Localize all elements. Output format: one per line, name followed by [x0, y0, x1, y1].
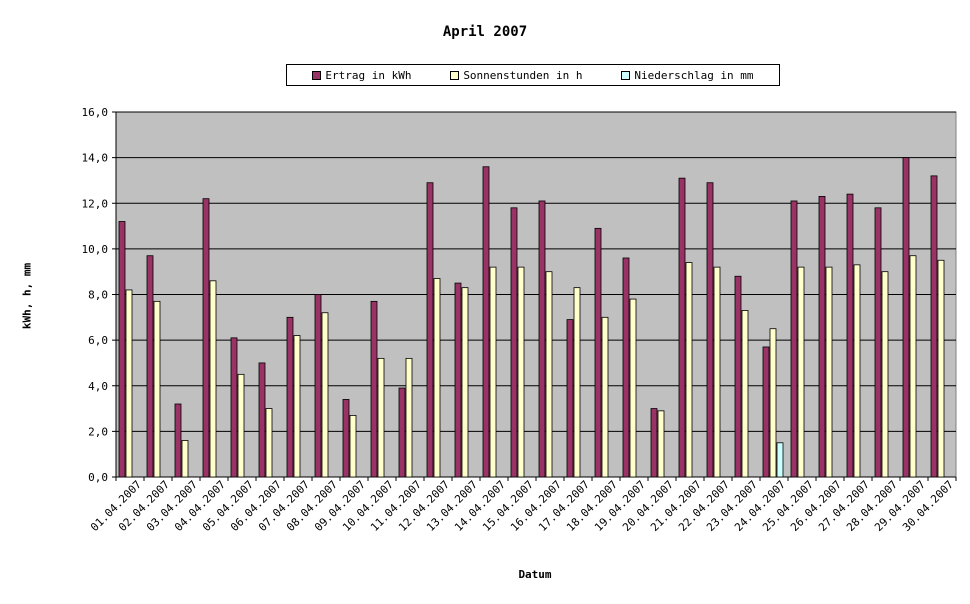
bar-sonnenstunden: [461, 287, 469, 478]
bar-sonnenstunden: [321, 312, 329, 478]
bar-ertrag: [650, 408, 658, 478]
legend-item-sonnenstunden: Sonnenstunden in h: [450, 68, 583, 82]
bar-sonnenstunden: [181, 440, 189, 478]
legend-swatch-sonnenstunden: [450, 70, 460, 80]
y-tick-label: 2,0: [88, 425, 108, 438]
bar-sonnenstunden: [881, 271, 889, 478]
chart-title: April 2007: [442, 24, 528, 40]
legend-label-niederschlag: Niederschlag in mm: [634, 68, 754, 82]
bar-ertrag: [370, 300, 378, 478]
y-tick-label: 4,0: [88, 380, 108, 393]
bar-sonnenstunden: [825, 266, 833, 478]
legend-label-sonnenstunden: Sonnenstunden in h: [463, 68, 583, 82]
bar-sonnenstunden: [237, 373, 245, 478]
bar-ertrag: [398, 387, 406, 478]
bar-sonnenstunden: [573, 287, 581, 478]
bar-sonnenstunden: [685, 262, 693, 478]
bar-ertrag: [174, 403, 182, 478]
legend: Ertrag in kWh Sonnenstunden in h Nieders…: [286, 64, 780, 86]
y-tick-label: 16,0: [82, 106, 109, 119]
bar-sonnenstunden: [349, 415, 357, 478]
bar-sonnenstunden: [377, 357, 385, 478]
bar-ertrag: [902, 157, 910, 478]
bar-ertrag: [230, 337, 238, 478]
bar-ertrag: [314, 294, 322, 478]
bar-sonnenstunden: [489, 266, 497, 478]
bar-ertrag: [258, 362, 266, 478]
bar-sonnenstunden: [265, 408, 273, 478]
bar-ertrag: [426, 182, 434, 478]
y-tick-label: 10,0: [82, 243, 109, 256]
bar-sonnenstunden: [909, 255, 917, 478]
bar-ertrag: [146, 255, 154, 478]
bar-ertrag: [454, 282, 462, 478]
y-tick-label: 12,0: [82, 197, 109, 210]
bar-niederschlag: [776, 442, 784, 478]
y-tick-label: 0,0: [88, 471, 108, 484]
bar-sonnenstunden: [125, 289, 133, 478]
bar-sonnenstunden: [293, 335, 301, 478]
bar-sonnenstunden: [797, 266, 805, 478]
bar-ertrag: [762, 346, 770, 478]
bar-ertrag: [286, 316, 294, 478]
bar-sonnenstunden: [209, 280, 217, 478]
bar-sonnenstunden: [517, 266, 525, 478]
bar-ertrag: [874, 207, 882, 478]
bar-ertrag: [342, 399, 350, 478]
legend-item-niederschlag: Niederschlag in mm: [621, 68, 754, 82]
legend-item-ertrag: Ertrag in kWh: [312, 68, 412, 82]
bar-ertrag: [482, 166, 490, 478]
bar-ertrag: [566, 319, 574, 478]
bar-sonnenstunden: [741, 310, 749, 478]
bar-ertrag: [622, 257, 630, 478]
bar-sonnenstunden: [433, 278, 441, 478]
bar-ertrag: [818, 196, 826, 478]
bar-sonnenstunden: [853, 264, 861, 478]
y-tick-label: 14,0: [82, 152, 109, 165]
bar-sonnenstunden: [629, 298, 637, 478]
y-tick-label: 6,0: [88, 334, 108, 347]
bar-ertrag: [734, 275, 742, 478]
legend-swatch-ertrag: [312, 70, 322, 80]
bar-ertrag: [678, 177, 686, 478]
bar-ertrag: [930, 175, 938, 478]
bar-ertrag: [118, 221, 126, 478]
bar-ertrag: [706, 182, 714, 478]
bar-sonnenstunden: [657, 410, 665, 478]
y-axis-label: kWh, h, mm: [20, 262, 34, 330]
bar-ertrag: [538, 200, 546, 478]
legend-label-ertrag: Ertrag in kWh: [325, 68, 412, 82]
bar-sonnenstunden: [713, 266, 721, 478]
x-axis-label: Datum: [518, 568, 552, 581]
bar-ertrag: [790, 200, 798, 478]
bar-sonnenstunden: [545, 271, 553, 478]
legend-swatch-niederschlag: [621, 70, 631, 80]
bar-sonnenstunden: [153, 300, 161, 478]
bar-ertrag: [202, 198, 210, 478]
bar-ertrag: [594, 227, 602, 478]
bar-sonnenstunden: [601, 316, 609, 478]
bar-ertrag: [510, 207, 518, 478]
bar-sonnenstunden: [405, 357, 413, 478]
y-tick-label: 8,0: [88, 289, 108, 302]
bar-sonnenstunden: [769, 328, 777, 478]
bar-sonnenstunden: [937, 259, 945, 478]
bar-ertrag: [846, 193, 854, 478]
